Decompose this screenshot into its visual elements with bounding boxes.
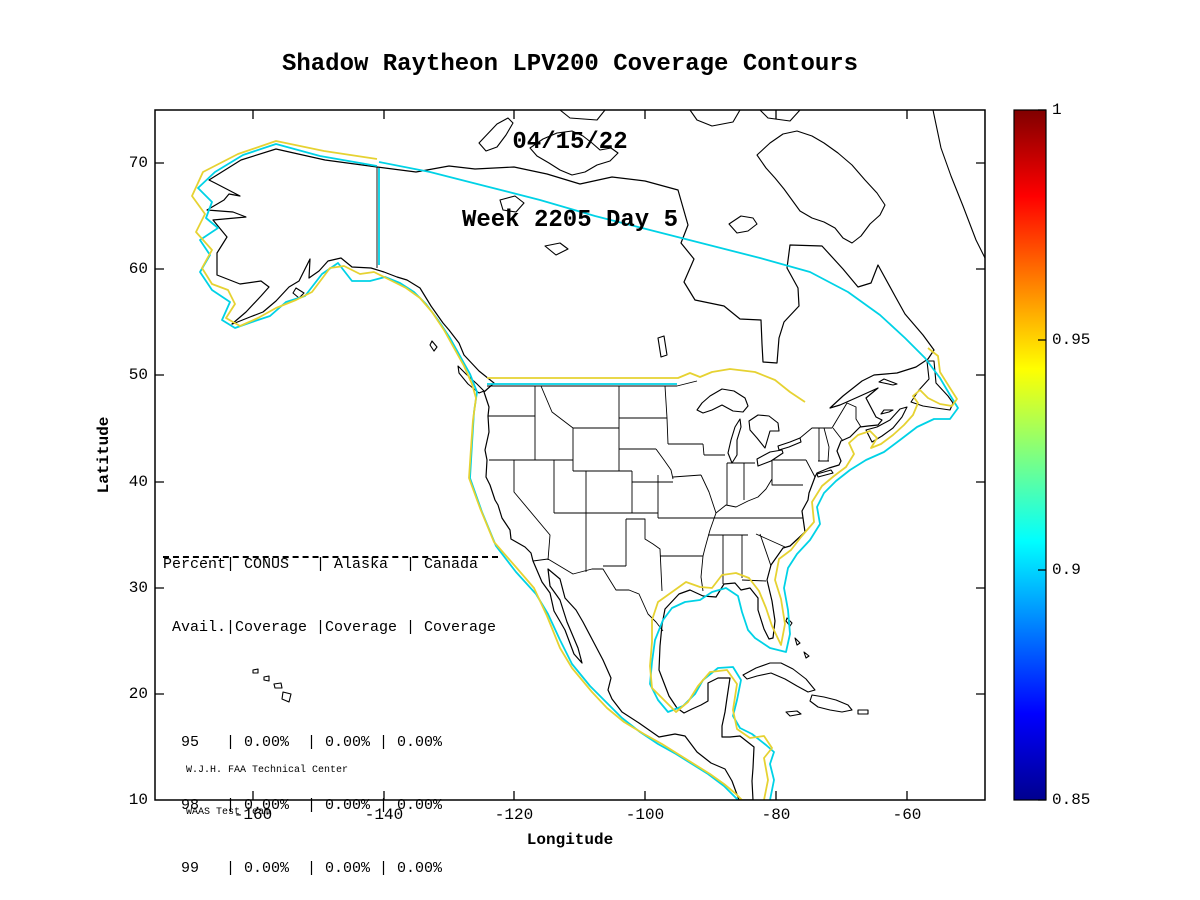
coverage-table-spacer <box>163 680 496 690</box>
y-tick-50: 50 <box>128 366 148 384</box>
x-tick-n60: -60 <box>892 806 922 824</box>
contour-095-50n <box>487 368 806 403</box>
y-tick-20: 20 <box>128 685 148 703</box>
x-tick-n120: -120 <box>494 806 534 824</box>
state-borders <box>376 167 862 632</box>
map-layer <box>191 110 985 800</box>
colorbar <box>1013 109 1047 801</box>
colorbar-tick-095: 0.95 <box>1052 331 1091 349</box>
contour-095 <box>191 140 958 800</box>
x-axis-label: Longitude <box>526 831 614 849</box>
y-tick-30: 30 <box>128 579 148 597</box>
y-tick-40: 40 <box>128 473 148 491</box>
coastline-mainland <box>206 148 935 800</box>
coastline-islands <box>252 110 985 717</box>
plot-border <box>154 109 986 801</box>
colorbar-border <box>1013 109 1047 801</box>
y-axis-ticks <box>155 162 985 695</box>
coverage-table-divider <box>163 556 498 558</box>
colorbar-tick-1: 1 <box>1052 101 1062 119</box>
figure-title: Shadow Raytheon LPV200 Coverage Contours… <box>155 0 985 286</box>
x-tick-n80: -80 <box>761 806 791 824</box>
colorbar-gradient <box>1014 110 1046 800</box>
x-tick-n160: -160 <box>233 806 273 824</box>
x-axis-ticks <box>252 110 908 800</box>
y-tick-60: 60 <box>128 260 148 278</box>
title-line-2: 04/15/22 <box>512 129 628 156</box>
credit-line-2: WAAS Test Team <box>186 807 271 818</box>
coverage-table-row-98: 98 | 0.00% | 0.00% | 0.00% <box>163 797 443 814</box>
credit-block: W.J.H. FAA Technical Center WAAS Test Te… <box>186 736 348 848</box>
colorbar-ticks <box>1038 109 1046 801</box>
title-line-1: Shadow Raytheon LPV200 Coverage Contours <box>281 51 859 78</box>
x-tick-n100: -100 <box>625 806 665 824</box>
colorbar-tick-09: 0.9 <box>1052 561 1081 579</box>
contour-090-north-atlantic-gulf <box>378 161 959 800</box>
x-tick-n140: -140 <box>364 806 404 824</box>
coverage-table-header-2: Avail.|Coverage |Coverage | Coverage <box>163 619 497 636</box>
y-tick-70: 70 <box>128 154 148 172</box>
coverage-table-row-99: 99 | 0.00% | 0.00% | 0.00% <box>163 860 443 877</box>
y-axis-label: Latitude <box>95 416 113 494</box>
great-lakes-outline <box>696 388 802 467</box>
y-tick-10: 10 <box>128 791 148 809</box>
coverage-table-header-1: Percent| CONUS | Alaska | Canada <box>163 556 479 573</box>
contour-090 <box>197 143 959 800</box>
coverage-table-row-95: 95 | 0.00% | 0.00% | 0.00% <box>163 734 443 751</box>
contour-095-gulf-atlantic <box>649 347 958 800</box>
colorbar-tick-085: 0.85 <box>1052 791 1091 809</box>
credit-line-1: W.J.H. FAA Technical Center <box>186 765 349 776</box>
title-line-3: Week 2205 Day 5 <box>461 207 679 234</box>
coverage-table: Percent| CONUS | Alaska | Canada Avail.|… <box>163 512 496 900</box>
contour-090-pacific-alaska <box>197 143 739 800</box>
contour-095-alaska-pacific <box>191 140 743 800</box>
